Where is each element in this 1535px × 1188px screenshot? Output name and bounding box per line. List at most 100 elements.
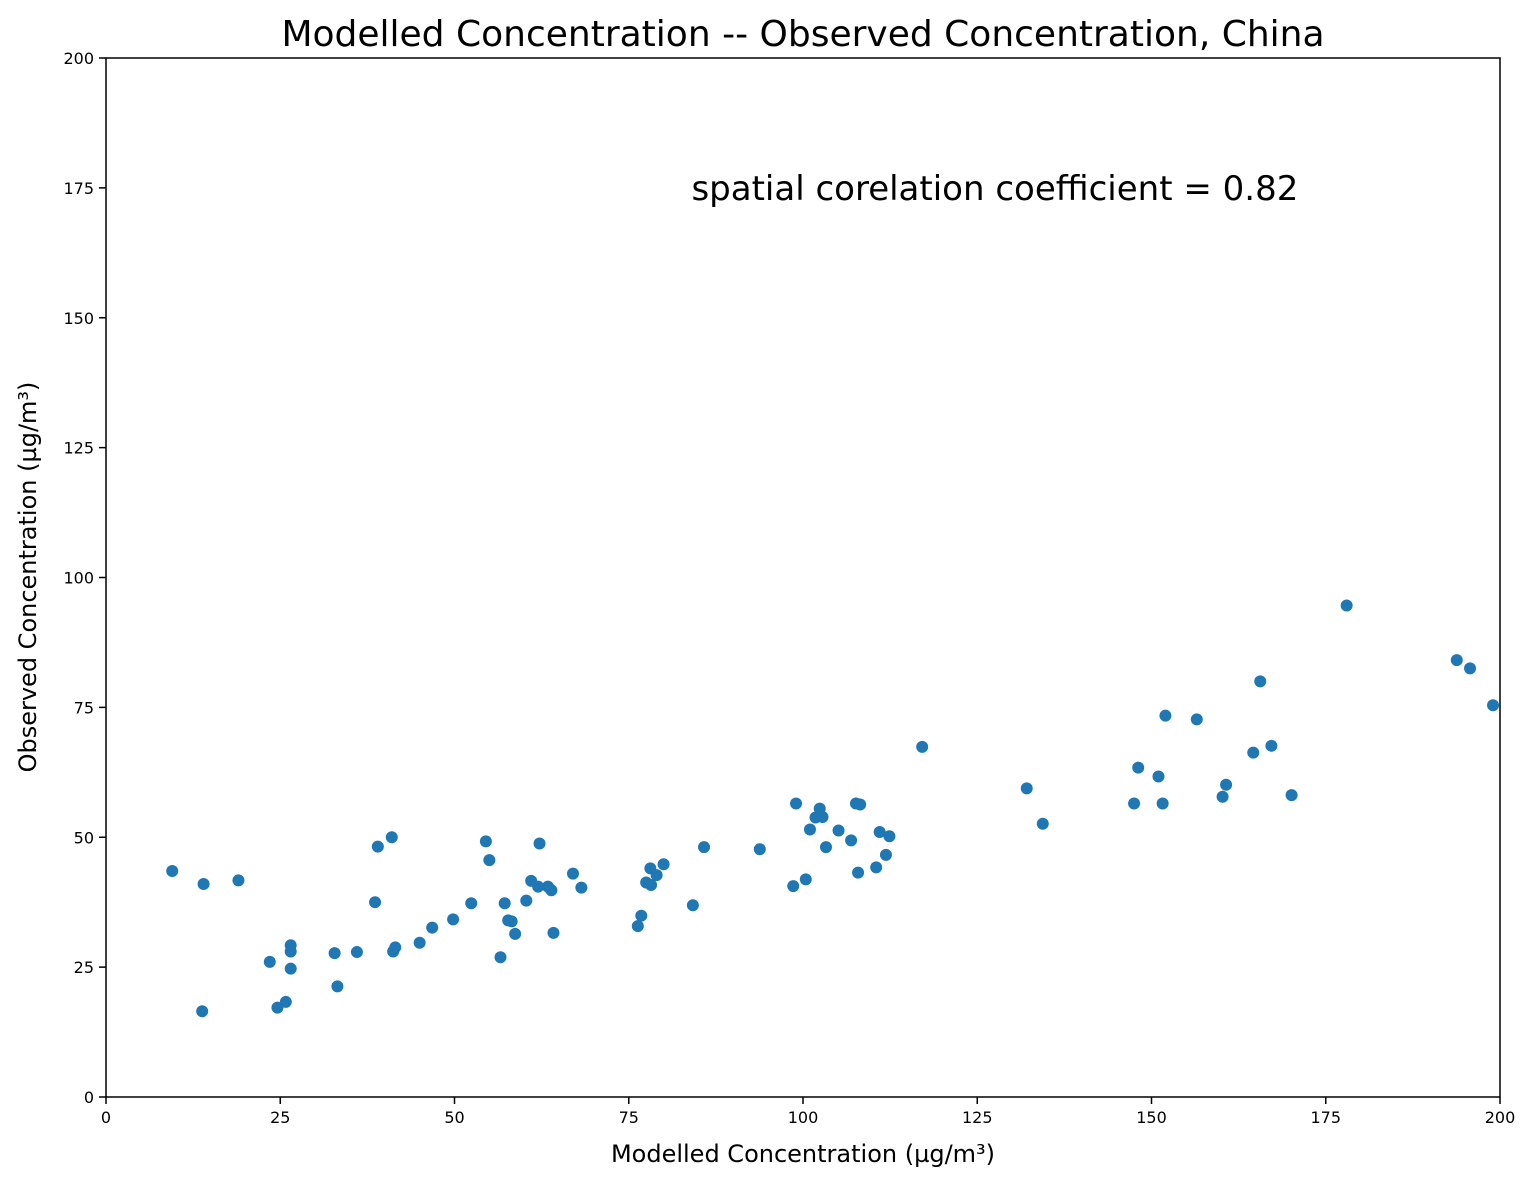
data-point bbox=[279, 995, 292, 1008]
data-point bbox=[816, 810, 829, 823]
data-point bbox=[331, 980, 344, 993]
data-point bbox=[1487, 699, 1500, 712]
data-point bbox=[657, 858, 670, 871]
x-axis-ticks: 0 25 50 75 100 125 150 175 200 bbox=[101, 1097, 1515, 1127]
data-point bbox=[413, 936, 426, 949]
data-point bbox=[328, 947, 341, 960]
data-point bbox=[385, 831, 398, 844]
x-tick-label: 200 bbox=[1485, 1108, 1516, 1127]
y-tick-label: 125 bbox=[63, 439, 94, 458]
data-point bbox=[1216, 790, 1229, 803]
data-point bbox=[852, 866, 865, 879]
chart-title: Modelled Concentration -- Observed Conce… bbox=[281, 14, 1324, 55]
data-point bbox=[520, 894, 533, 907]
data-point bbox=[498, 897, 511, 910]
data-points bbox=[166, 599, 1500, 1018]
y-tick-label: 150 bbox=[63, 309, 94, 328]
data-point bbox=[1190, 713, 1203, 726]
data-point bbox=[820, 841, 833, 854]
data-point bbox=[447, 913, 460, 926]
data-point bbox=[350, 946, 363, 959]
data-point bbox=[1265, 739, 1278, 752]
data-point bbox=[879, 848, 892, 861]
x-tick-label: 25 bbox=[270, 1108, 290, 1127]
data-point bbox=[197, 878, 210, 891]
y-tick-label: 175 bbox=[63, 179, 94, 198]
data-point bbox=[753, 843, 766, 856]
data-point bbox=[166, 865, 179, 878]
data-point bbox=[284, 945, 297, 958]
data-point bbox=[532, 880, 545, 893]
data-point bbox=[635, 909, 648, 922]
y-tick-label: 100 bbox=[63, 569, 94, 588]
data-point bbox=[505, 915, 518, 928]
y-tick-label: 200 bbox=[63, 49, 94, 68]
data-point bbox=[1020, 782, 1033, 795]
data-point bbox=[1285, 789, 1298, 802]
data-point bbox=[196, 1005, 209, 1018]
data-point bbox=[787, 880, 800, 893]
data-point bbox=[1159, 709, 1172, 722]
data-point bbox=[1152, 770, 1165, 783]
x-tick-label: 75 bbox=[619, 1108, 639, 1127]
x-tick-label: 50 bbox=[444, 1108, 464, 1127]
data-point bbox=[389, 941, 402, 954]
y-tick-label: 50 bbox=[74, 828, 94, 847]
data-point bbox=[547, 926, 560, 939]
data-point bbox=[371, 840, 384, 853]
y-tick-label: 0 bbox=[84, 1088, 94, 1107]
data-point bbox=[799, 873, 812, 886]
data-point bbox=[369, 896, 382, 909]
data-point bbox=[1464, 662, 1477, 675]
x-axis-label: Modelled Concentration (µg/m³) bbox=[611, 1140, 995, 1168]
data-point bbox=[263, 955, 276, 968]
data-point bbox=[1247, 746, 1260, 759]
data-point bbox=[1220, 778, 1233, 791]
data-point bbox=[845, 834, 858, 847]
y-tick-label: 25 bbox=[74, 958, 94, 977]
data-point bbox=[803, 823, 816, 836]
data-point bbox=[832, 824, 845, 837]
data-point bbox=[698, 841, 711, 854]
data-point bbox=[566, 867, 579, 880]
data-point bbox=[426, 921, 439, 934]
data-point bbox=[232, 874, 245, 887]
data-point bbox=[854, 798, 867, 811]
data-point bbox=[494, 951, 507, 964]
data-point bbox=[650, 869, 663, 882]
data-point bbox=[271, 1001, 284, 1014]
data-point bbox=[1340, 599, 1353, 612]
data-point bbox=[1450, 654, 1463, 667]
data-point bbox=[790, 797, 803, 810]
data-point bbox=[686, 899, 699, 912]
data-point bbox=[479, 835, 492, 848]
data-point bbox=[533, 837, 546, 850]
plot-frame bbox=[105, 57, 1501, 1098]
x-tick-label: 100 bbox=[788, 1108, 819, 1127]
data-point bbox=[509, 927, 522, 940]
data-point bbox=[916, 740, 929, 753]
x-tick-label: 150 bbox=[1136, 1108, 1167, 1127]
data-point bbox=[1036, 817, 1049, 830]
data-point bbox=[645, 879, 658, 892]
data-point bbox=[870, 861, 883, 874]
x-tick-label: 175 bbox=[1310, 1108, 1341, 1127]
y-axis-ticks: 0 25 50 75 100 125 150 175 200 bbox=[63, 49, 106, 1107]
data-point bbox=[483, 854, 496, 867]
data-point bbox=[545, 884, 558, 897]
data-point bbox=[284, 962, 297, 975]
x-tick-label: 125 bbox=[962, 1108, 993, 1127]
data-point bbox=[1128, 797, 1141, 810]
data-point bbox=[1132, 761, 1145, 774]
data-point bbox=[465, 897, 478, 910]
data-point bbox=[631, 920, 644, 933]
y-axis-label: Observed Concentration (µg/m³) bbox=[14, 382, 42, 773]
y-tick-label: 75 bbox=[74, 698, 94, 717]
data-point bbox=[883, 830, 896, 843]
correlation-annotation: spatial corelation coefficient = 0.82 bbox=[691, 169, 1298, 209]
data-point bbox=[873, 826, 886, 839]
data-point bbox=[1254, 675, 1267, 688]
x-tick-label: 0 bbox=[101, 1108, 111, 1127]
